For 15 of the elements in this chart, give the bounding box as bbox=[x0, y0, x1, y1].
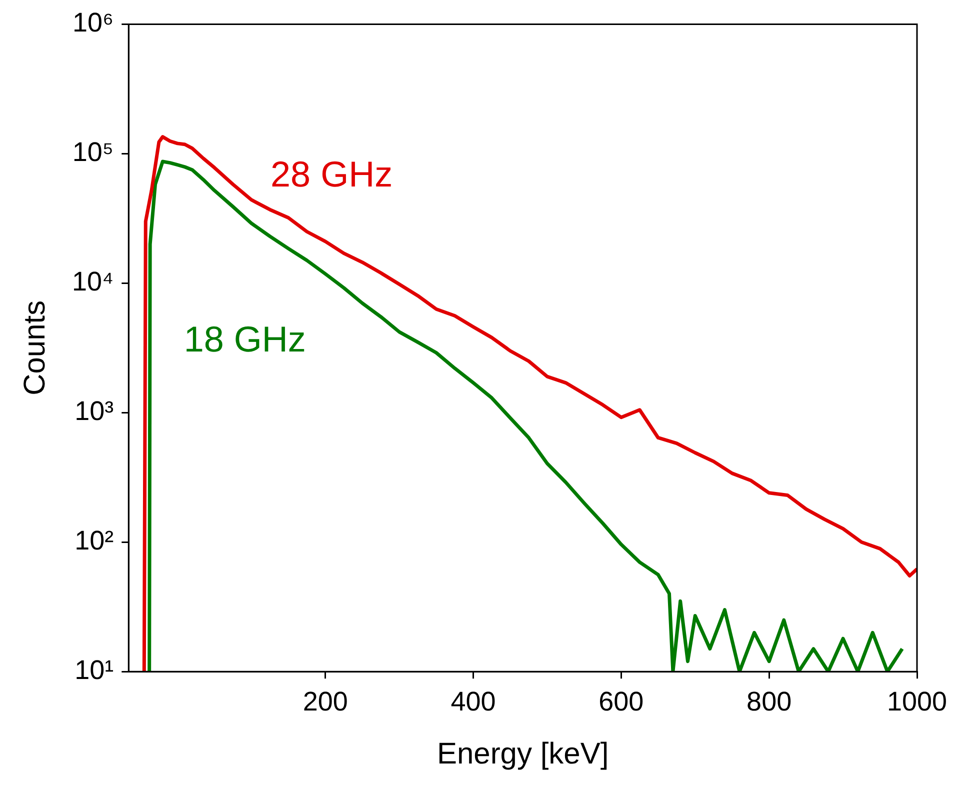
y-tick-label: 10³ bbox=[74, 396, 114, 426]
x-tick-label: 200 bbox=[302, 686, 348, 716]
x-tick-label: 1000 bbox=[886, 686, 948, 716]
x-tick-label: 600 bbox=[598, 686, 644, 716]
y-tick-label: 10⁵ bbox=[72, 137, 114, 168]
y-tick-label: 10¹ bbox=[74, 655, 114, 686]
x-axis-title: Energy [keV] bbox=[436, 737, 609, 770]
series-label: 18 GHz bbox=[184, 318, 306, 360]
y-tick-label: 10² bbox=[74, 526, 114, 556]
y-axis-title: Counts bbox=[18, 300, 52, 396]
x-tick-label: 400 bbox=[450, 686, 496, 716]
y-tick-label: 10⁴ bbox=[72, 266, 114, 297]
y-tick-label: 10⁶ bbox=[72, 8, 114, 38]
x-tick-label: 800 bbox=[746, 686, 792, 716]
series-label: 28 GHz bbox=[270, 153, 393, 194]
